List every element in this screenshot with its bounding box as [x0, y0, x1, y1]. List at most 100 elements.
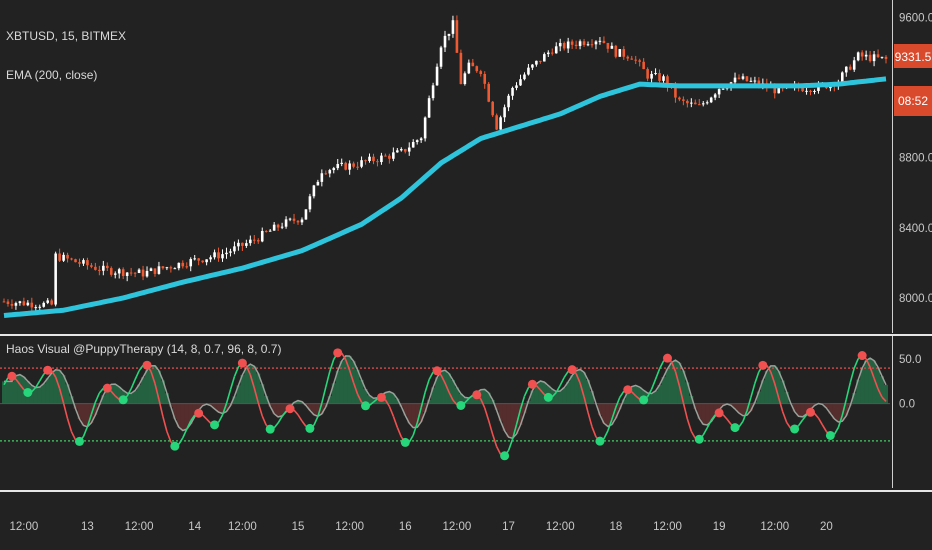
oscillator-fill-bar [184, 403, 189, 430]
oscillator-fill-bar [884, 384, 888, 404]
oscillator-fill-bar [625, 391, 630, 404]
oscillator-fill-bar [705, 403, 710, 425]
candle-body [801, 87, 804, 92]
ema-legend[interactable]: EMA (200, close) [6, 68, 97, 82]
ema-line [3, 76, 887, 318]
oscillator-low-dot [305, 423, 315, 433]
oscillator-fill-bar [208, 403, 213, 406]
oscillator-high-dot [43, 365, 53, 375]
oscillator-fill-bar [868, 358, 873, 404]
candle-body [741, 76, 745, 79]
oscillator-segment [150, 371, 156, 384]
oscillator-segment [511, 424, 518, 440]
candle-body [860, 52, 864, 57]
oscillator-low-dot [210, 420, 220, 430]
oscillator-fill-bar [359, 379, 364, 404]
candle-body [82, 260, 85, 264]
candle-body [388, 155, 391, 159]
oscillator-segment [821, 424, 828, 432]
oscillator-fill-bar [582, 372, 587, 404]
candle-body [864, 54, 868, 57]
countdown-label: 08:52 [898, 94, 928, 108]
candle-body [749, 80, 753, 82]
oscillator-fill-bar [764, 371, 769, 404]
oscillator-high-dot [376, 392, 386, 402]
oscillator-fill-bar [880, 376, 885, 404]
oscillator-fill-bar [621, 399, 626, 404]
candle-body [205, 259, 208, 263]
candle-body [868, 54, 872, 62]
oscillator-fill-bar [586, 380, 591, 404]
oscillator-fill-bar [296, 400, 300, 404]
candle-body [701, 103, 705, 105]
oscillator-segment [781, 411, 788, 423]
candle-body [427, 98, 431, 118]
candle-body [753, 80, 757, 82]
candle-body [813, 90, 816, 92]
time-tick-label: 12:00 [443, 521, 472, 533]
price-axis[interactable]: 9600.0 8800.0 8400.0 8000.0 9331.5 08:52 [892, 0, 932, 333]
oscillator-fill-bar [649, 393, 654, 404]
oscillator-segment [182, 428, 188, 439]
candle-body [709, 97, 713, 103]
candle-body [260, 230, 264, 242]
time-axis[interactable]: 12:00 13 12:00 14 12:00 15 12:00 16 12:00 17 12:00… [9, 521, 832, 533]
oscillator-segment [82, 426, 89, 437]
candle-body [272, 224, 276, 231]
candle-body [304, 209, 308, 220]
candle-body [201, 260, 204, 263]
candle-body [455, 20, 459, 53]
oscillator-fill-bar [629, 386, 634, 404]
oscillator-segment [388, 406, 395, 417]
oscillator-segment [114, 395, 120, 401]
oscillator-segment [344, 359, 351, 371]
oscillator-legend[interactable]: Haos Visual @PuppyTherapy (14, 8, 0.7, 9… [6, 342, 281, 356]
candle-body [558, 42, 562, 47]
candle-body [582, 41, 586, 45]
oscillator-tick-label: 50.0 [899, 354, 921, 366]
candle-body [161, 266, 165, 269]
oscillator-high-dot [472, 390, 482, 400]
oscillator-segment [674, 371, 681, 387]
candle-body [697, 104, 701, 106]
candle-body [483, 73, 487, 84]
oscillator-segment [15, 378, 21, 385]
oscillator-fill-bar [117, 386, 122, 404]
candle-body [145, 270, 149, 277]
candle-body [678, 97, 681, 100]
price-pane[interactable] [2, 15, 888, 318]
oscillator-fill-bar [371, 398, 376, 404]
oscillator-segment [273, 422, 279, 429]
candle-body [519, 79, 522, 86]
symbol-legend[interactable]: XBTUSD, 15, BITMEX [6, 29, 126, 43]
oscillator-segment [591, 426, 597, 438]
oscillator-fill-bar [542, 382, 547, 404]
oscillator-pane[interactable] [0, 348, 890, 461]
oscillator-segment [575, 373, 581, 384]
oscillator-fill-bar [85, 403, 90, 427]
oscillator-fill-bar [343, 355, 348, 404]
oscillator-high-dot [662, 353, 672, 363]
oscillator-segment [853, 358, 859, 369]
oscillator-segment [615, 397, 621, 408]
oscillator-fill-bar [454, 387, 459, 404]
candle-body [622, 49, 626, 57]
oscillator-segment [555, 384, 561, 393]
oscillator-axis[interactable]: 50.0 0.0 [892, 336, 932, 488]
candle-body [705, 102, 709, 104]
candle-body [90, 265, 93, 267]
oscillator-fill-bar [387, 391, 392, 404]
oscillator-fill-bar [419, 403, 424, 422]
oscillator-segment [797, 419, 804, 427]
oscillator-fill-bar [522, 403, 527, 414]
oscillator-segment [869, 366, 875, 379]
candle-body [403, 149, 407, 152]
oscillator-low-dot [118, 395, 128, 405]
candle-body [316, 181, 320, 186]
oscillator-axis-background [893, 336, 932, 488]
oscillator-segment [563, 371, 569, 378]
candle-body [221, 254, 224, 259]
oscillator-fill-bar [244, 367, 249, 404]
candle-body [495, 115, 498, 130]
